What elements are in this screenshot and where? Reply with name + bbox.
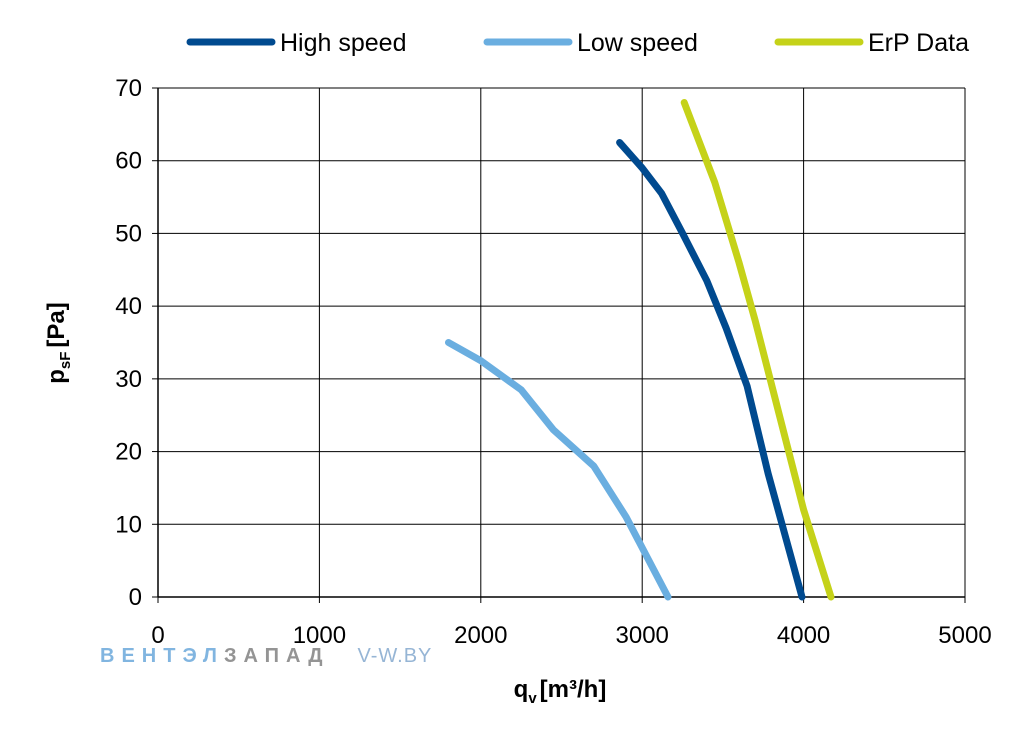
y-tick-label: 60 <box>115 148 142 175</box>
y-tick-label: 10 <box>115 511 142 538</box>
y-axis-label-sub: sF <box>57 352 74 370</box>
y-axis-label-unit: [Pa] <box>43 302 70 347</box>
y-axis-label: psF [Pa] <box>43 302 74 384</box>
series-lines <box>445 99 835 601</box>
x-axis-label-sub: v <box>528 690 537 707</box>
series-line-2 <box>680 99 835 601</box>
y-tick-label: 0 <box>129 584 142 611</box>
x-axis-label: qv [m³/h] <box>514 676 607 707</box>
x-tick-label: 1000 <box>293 622 346 649</box>
x-tick-label: 5000 <box>938 622 991 649</box>
legend: High speed Low speed ErP Data <box>186 29 969 57</box>
y-tick-label: 20 <box>115 439 142 466</box>
watermark-part-3: V-W.BY <box>357 644 433 667</box>
x-axis-label-main: q <box>514 676 529 703</box>
x-tick-label: 0 <box>151 622 164 649</box>
watermark-part-2: ЗАПАД <box>223 644 330 667</box>
series-line-0 <box>616 139 806 601</box>
series-line-1 <box>445 339 672 601</box>
x-tick-label: 2000 <box>454 622 507 649</box>
y-tick-label: 50 <box>115 220 142 247</box>
watermark-part-1: ВЕНТЭЛ <box>100 644 224 667</box>
y-axis-label-main: p <box>43 369 70 384</box>
y-tick-label: 40 <box>115 293 142 320</box>
grid <box>158 87 966 597</box>
x-tick-label: 3000 <box>616 622 669 649</box>
legend-label-0: High speed <box>280 29 406 57</box>
tick-labels: 0 10 20 30 40 50 60 70 0 1000 2000 3000 4000 5000 <box>115 75 991 649</box>
x-axis-label-unit: [m³/h] <box>540 676 607 703</box>
y-tick-label: 30 <box>115 366 142 393</box>
watermark: ВЕНТЭЛ ЗАПАД V-W.BY <box>100 636 432 676</box>
axes <box>152 87 966 603</box>
x-tick-label: 4000 <box>777 622 830 649</box>
y-tick-label: 70 <box>115 75 142 102</box>
legend-label-1: Low speed <box>577 29 698 57</box>
legend-label-2: ErP Data <box>868 29 969 57</box>
